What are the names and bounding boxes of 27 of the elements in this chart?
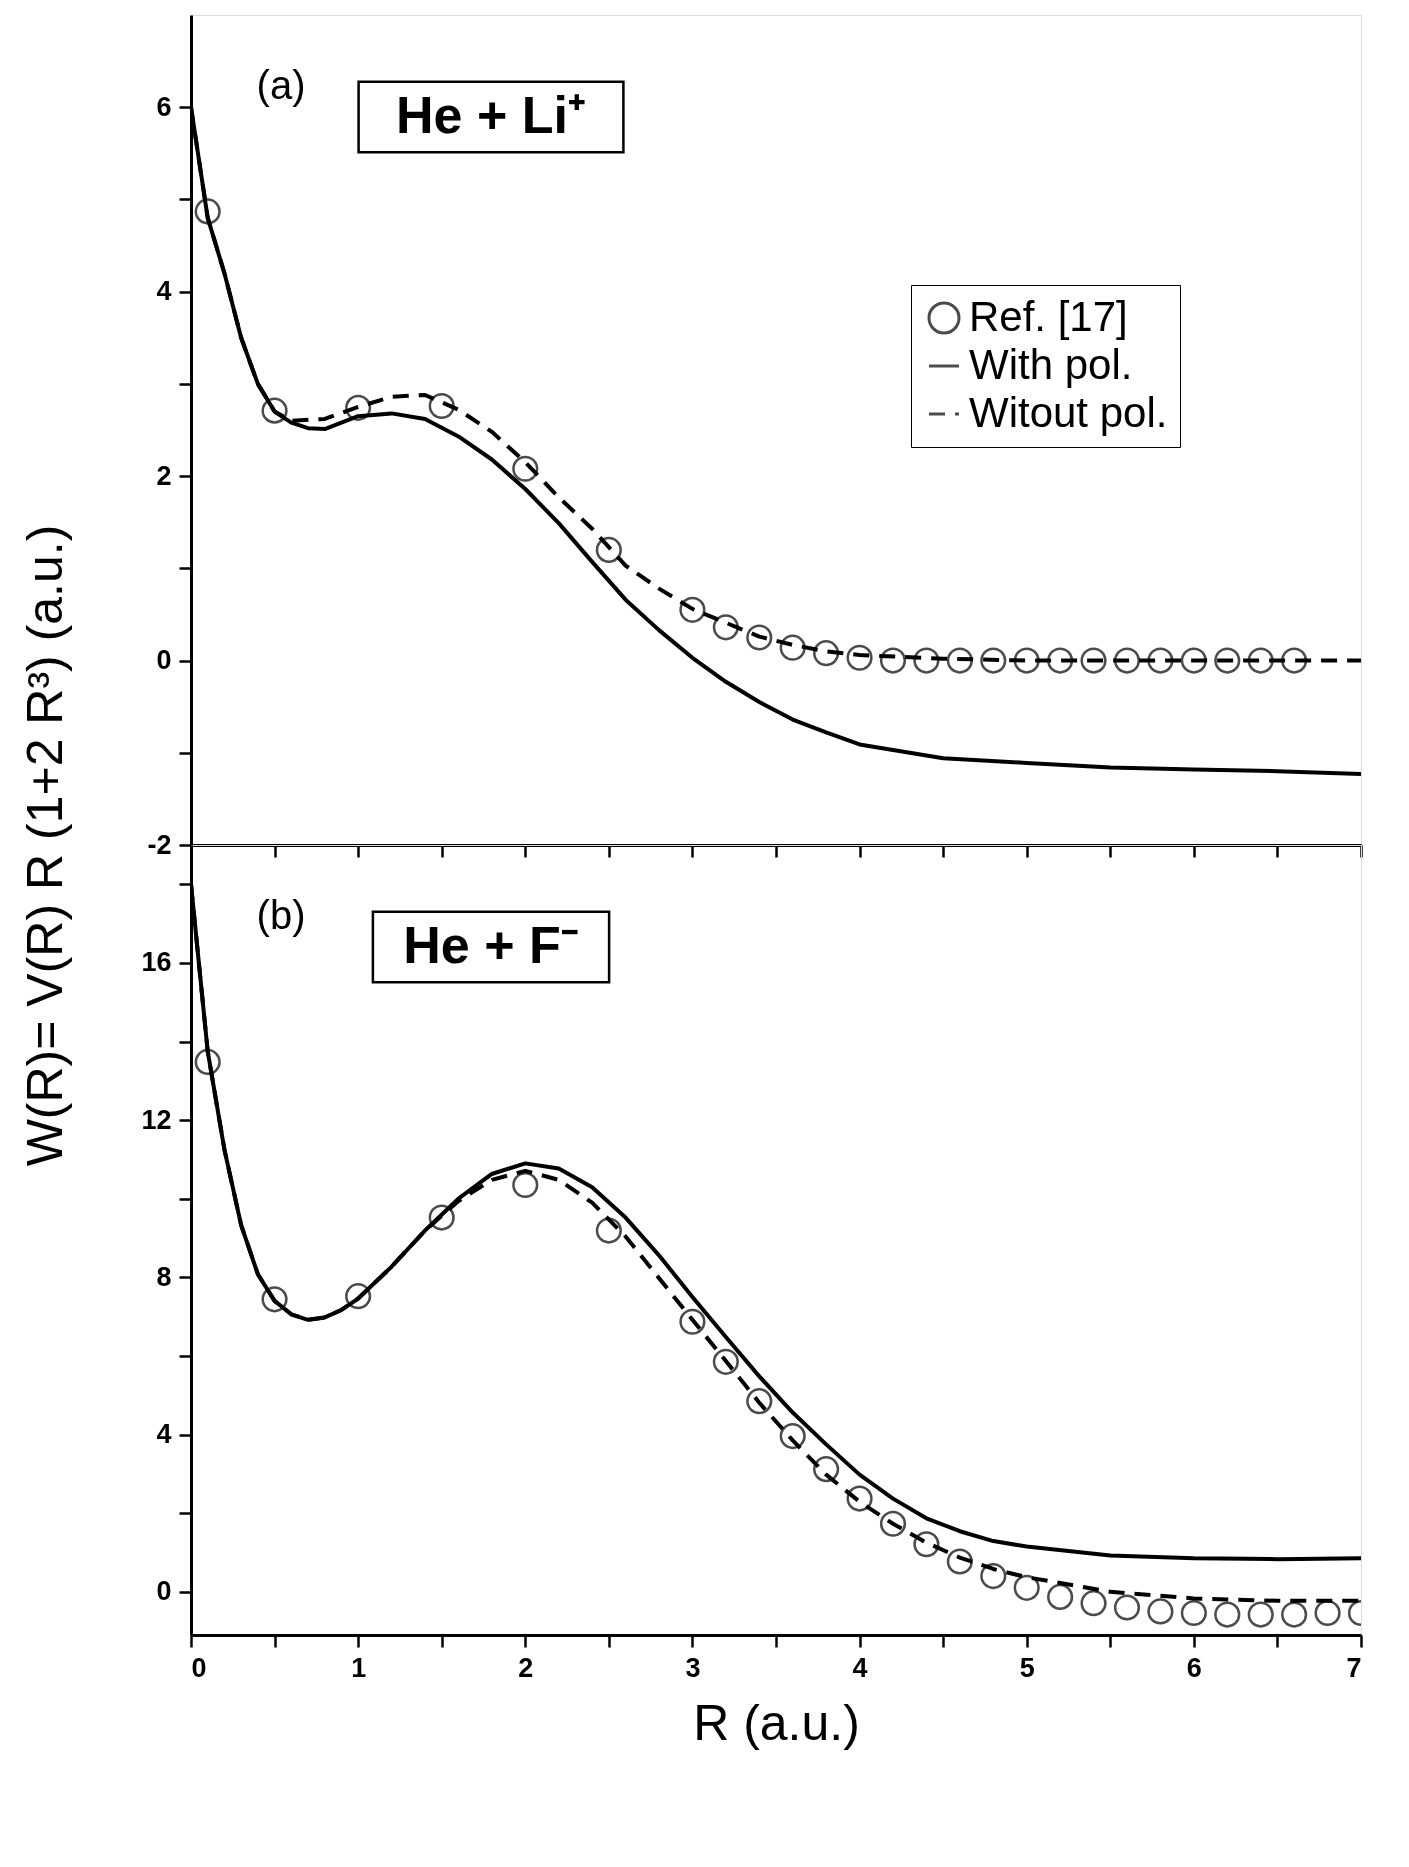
y-tick-label: 6 xyxy=(156,91,172,122)
y-tick-label: 16 xyxy=(141,947,172,978)
y-tick-label: 8 xyxy=(156,1261,172,1292)
x-tick-label: 6 xyxy=(1186,1652,1202,1683)
y-tick-label: 0 xyxy=(156,645,172,676)
y-axis-title: W(R)= V(R) R (1+2 R³) (a.u.) xyxy=(16,524,73,1167)
annotation: He + Li⁺ xyxy=(396,86,586,144)
y-tick-label: 4 xyxy=(156,276,172,307)
annotation: (a) xyxy=(256,63,306,107)
y-tick-label: 4 xyxy=(156,1419,172,1450)
y-tick-label: 12 xyxy=(141,1104,172,1135)
x-tick-label: 0 xyxy=(191,1652,207,1683)
legend-label: Ref. [17] xyxy=(969,293,1128,340)
legend-label: Witout pol. xyxy=(969,389,1168,436)
x-axis-title: R (a.u.) xyxy=(693,1694,860,1751)
x-tick-label: 1 xyxy=(351,1652,367,1683)
legend-label: With pol. xyxy=(969,341,1133,388)
y-tick-label: -2 xyxy=(147,829,172,860)
annotation: He + F⁻ xyxy=(403,916,579,974)
y-tick-label: 0 xyxy=(156,1576,172,1607)
x-tick-label: 3 xyxy=(685,1652,701,1683)
x-tick-label: 4 xyxy=(852,1652,868,1683)
x-tick-label: 2 xyxy=(518,1652,534,1683)
y-tick-label: 2 xyxy=(156,460,172,491)
x-tick-label: 7 xyxy=(1346,1652,1362,1683)
annotation: (b) xyxy=(256,893,306,937)
x-tick-label: 5 xyxy=(1019,1652,1035,1683)
